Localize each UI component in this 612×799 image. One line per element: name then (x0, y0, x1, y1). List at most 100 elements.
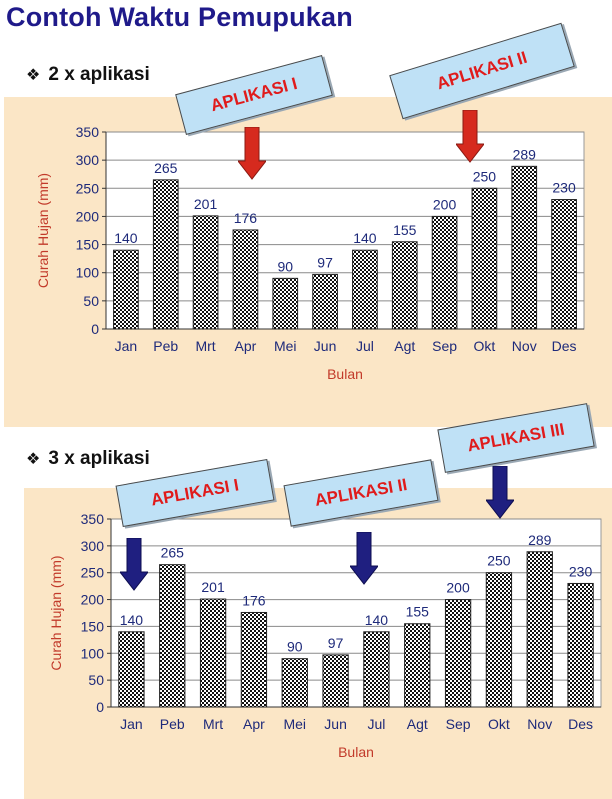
data-label: 289 (528, 532, 552, 548)
x-tick-label: Sep (446, 716, 471, 732)
data-label: 155 (406, 604, 430, 620)
data-label: 155 (393, 222, 417, 238)
y-tick-label: 200 (81, 592, 105, 608)
data-label: 140 (120, 612, 144, 628)
x-tick-label: Jul (367, 716, 385, 732)
bar-peb (159, 564, 186, 708)
blue-down-arrow-icon (350, 532, 378, 585)
bar-mei (281, 658, 308, 708)
x-tick-label: Mrt (195, 338, 215, 354)
y-tick-label: 50 (83, 293, 99, 309)
chart-2: 0 50 100 150 200 250 300 350 140 Jan 265 Peb 201 Mrt 1… (48, 511, 602, 760)
data-label: 90 (287, 639, 303, 655)
page-title: Contoh Waktu Pemupukan (6, 2, 353, 32)
x-tick-label: Okt (474, 338, 496, 354)
y-tick-label: 0 (91, 321, 99, 337)
bar-apr (232, 229, 259, 330)
y-tick-label: 150 (81, 618, 105, 634)
callout-label: APLIKASI II (434, 47, 530, 94)
data-label: 200 (433, 196, 457, 212)
x-tick-label: Des (568, 716, 593, 732)
y-tick-label: 250 (76, 180, 100, 196)
x-tick-label: Jun (324, 716, 347, 732)
bar-nov (511, 165, 538, 330)
x-tick-label: Agt (407, 716, 428, 732)
x-tick-label: Sep (432, 338, 457, 354)
y-axis-title: Curah Hujan (mm) (35, 173, 51, 288)
bullet-three-applications: ❖ 3 x aplikasi (26, 448, 150, 470)
red-down-arrow-icon (456, 110, 484, 163)
bar-jan (113, 249, 139, 330)
x-tick-label: Des (552, 338, 577, 354)
bar-agt (391, 241, 418, 330)
y-tick-label: 250 (81, 565, 105, 581)
bullet-label: 2 x aplikasi (48, 64, 150, 85)
y-tick-label: 350 (76, 124, 100, 140)
chart-panel-2: 0 50 100 150 200 250 300 350 140 Jan 265 Peb 201 Mrt 1… (24, 488, 612, 799)
bullet-two-applications: ❖ 2 x aplikasi (26, 64, 150, 86)
plot-area (110, 518, 602, 708)
x-tick-label: Okt (488, 716, 510, 732)
bar-peb (152, 179, 179, 330)
data-label: 176 (242, 592, 266, 608)
y-axis-title: Curah Hujan (mm) (48, 555, 64, 670)
bar-jun (322, 654, 349, 708)
data-label: 250 (473, 168, 497, 184)
data-label: 140 (353, 230, 377, 246)
data-label: 265 (154, 160, 178, 176)
x-tick-label: Agt (394, 338, 415, 354)
x-tick-label: Jun (314, 338, 337, 354)
y-tick-label: 150 (76, 237, 100, 253)
data-label: 90 (277, 258, 293, 274)
bar-sep (444, 599, 472, 708)
bar-jul (363, 631, 390, 708)
data-label: 97 (317, 254, 333, 270)
bullet-label: 3 x aplikasi (48, 448, 150, 469)
diamond-bullet-icon: ❖ (26, 451, 41, 468)
x-tick-label: Peb (160, 716, 185, 732)
callout-label: APLIKASI III (465, 419, 566, 456)
y-tick-label: 200 (76, 208, 100, 224)
bar-mrt (192, 215, 219, 330)
callout-label: APLIKASI I (149, 475, 241, 510)
y-tick-label: 100 (76, 265, 100, 281)
x-tick-label: Jan (120, 716, 143, 732)
data-label: 265 (161, 545, 185, 561)
x-tick-label: Nov (512, 338, 537, 354)
x-tick-label: Mrt (203, 716, 223, 732)
x-tick-label: Mei (274, 338, 297, 354)
x-tick-label: Jan (115, 338, 138, 354)
red-down-arrow-icon (238, 127, 266, 180)
bar-sep (431, 215, 458, 330)
data-label: 250 (487, 553, 511, 569)
bar-okt (471, 187, 498, 330)
bar-des (551, 199, 577, 330)
data-label: 289 (513, 146, 537, 162)
bar-okt (485, 572, 513, 708)
callout-label: APLIKASI II (313, 475, 409, 510)
x-tick-label: Mei (283, 716, 306, 732)
data-label: 230 (569, 563, 593, 579)
bar-agt (404, 623, 431, 708)
blue-down-arrow-icon (120, 538, 148, 591)
bar-jun (312, 273, 338, 330)
diamond-bullet-icon: ❖ (26, 67, 41, 84)
x-tick-label: Peb (153, 338, 178, 354)
data-label: 176 (234, 210, 258, 226)
bar-des (567, 582, 594, 708)
data-label: 201 (201, 579, 225, 595)
x-axis-title: Bulan (327, 366, 363, 382)
y-tick-label: 0 (96, 699, 104, 715)
x-axis-title: Bulan (338, 744, 374, 760)
y-tick-label: 300 (81, 538, 105, 554)
data-label: 97 (328, 635, 344, 651)
bar-jan (118, 631, 145, 708)
chart-panel-1: 0 50 100 150 200 250 300 350 140 Jan 265 Peb 201 Mrt 1… (4, 97, 612, 427)
bar-apr (240, 611, 268, 708)
y-tick-label: 300 (76, 152, 100, 168)
plot-area (105, 131, 585, 330)
bar-jul (352, 249, 378, 330)
data-label: 201 (194, 196, 218, 212)
x-tick-label: Nov (527, 716, 552, 732)
bar-nov (526, 551, 553, 708)
